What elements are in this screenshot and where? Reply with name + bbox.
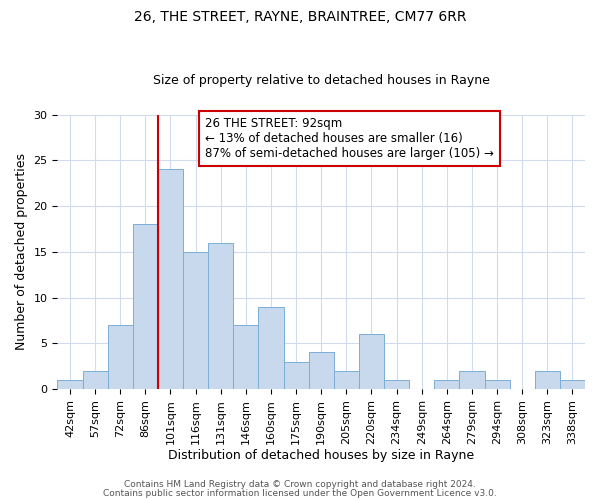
- Bar: [158, 170, 183, 389]
- Y-axis label: Number of detached properties: Number of detached properties: [15, 154, 28, 350]
- Bar: [208, 242, 233, 389]
- Bar: [233, 325, 259, 389]
- Text: Contains HM Land Registry data © Crown copyright and database right 2024.: Contains HM Land Registry data © Crown c…: [124, 480, 476, 489]
- Bar: [183, 252, 208, 389]
- Bar: [107, 325, 133, 389]
- Text: Contains public sector information licensed under the Open Government Licence v3: Contains public sector information licen…: [103, 488, 497, 498]
- Bar: [434, 380, 460, 389]
- Bar: [359, 334, 384, 389]
- Bar: [535, 371, 560, 389]
- Bar: [133, 224, 158, 389]
- Bar: [460, 371, 485, 389]
- Text: 26, THE STREET, RAYNE, BRAINTREE, CM77 6RR: 26, THE STREET, RAYNE, BRAINTREE, CM77 6…: [134, 10, 466, 24]
- Text: 26 THE STREET: 92sqm
← 13% of detached houses are smaller (16)
87% of semi-detac: 26 THE STREET: 92sqm ← 13% of detached h…: [205, 118, 494, 160]
- Bar: [83, 371, 107, 389]
- Bar: [58, 380, 83, 389]
- Bar: [384, 380, 409, 389]
- Title: Size of property relative to detached houses in Rayne: Size of property relative to detached ho…: [153, 74, 490, 87]
- Bar: [560, 380, 585, 389]
- Bar: [284, 362, 308, 389]
- Bar: [259, 306, 284, 389]
- Bar: [485, 380, 509, 389]
- Bar: [308, 352, 334, 389]
- Bar: [334, 371, 359, 389]
- X-axis label: Distribution of detached houses by size in Rayne: Distribution of detached houses by size …: [168, 450, 474, 462]
